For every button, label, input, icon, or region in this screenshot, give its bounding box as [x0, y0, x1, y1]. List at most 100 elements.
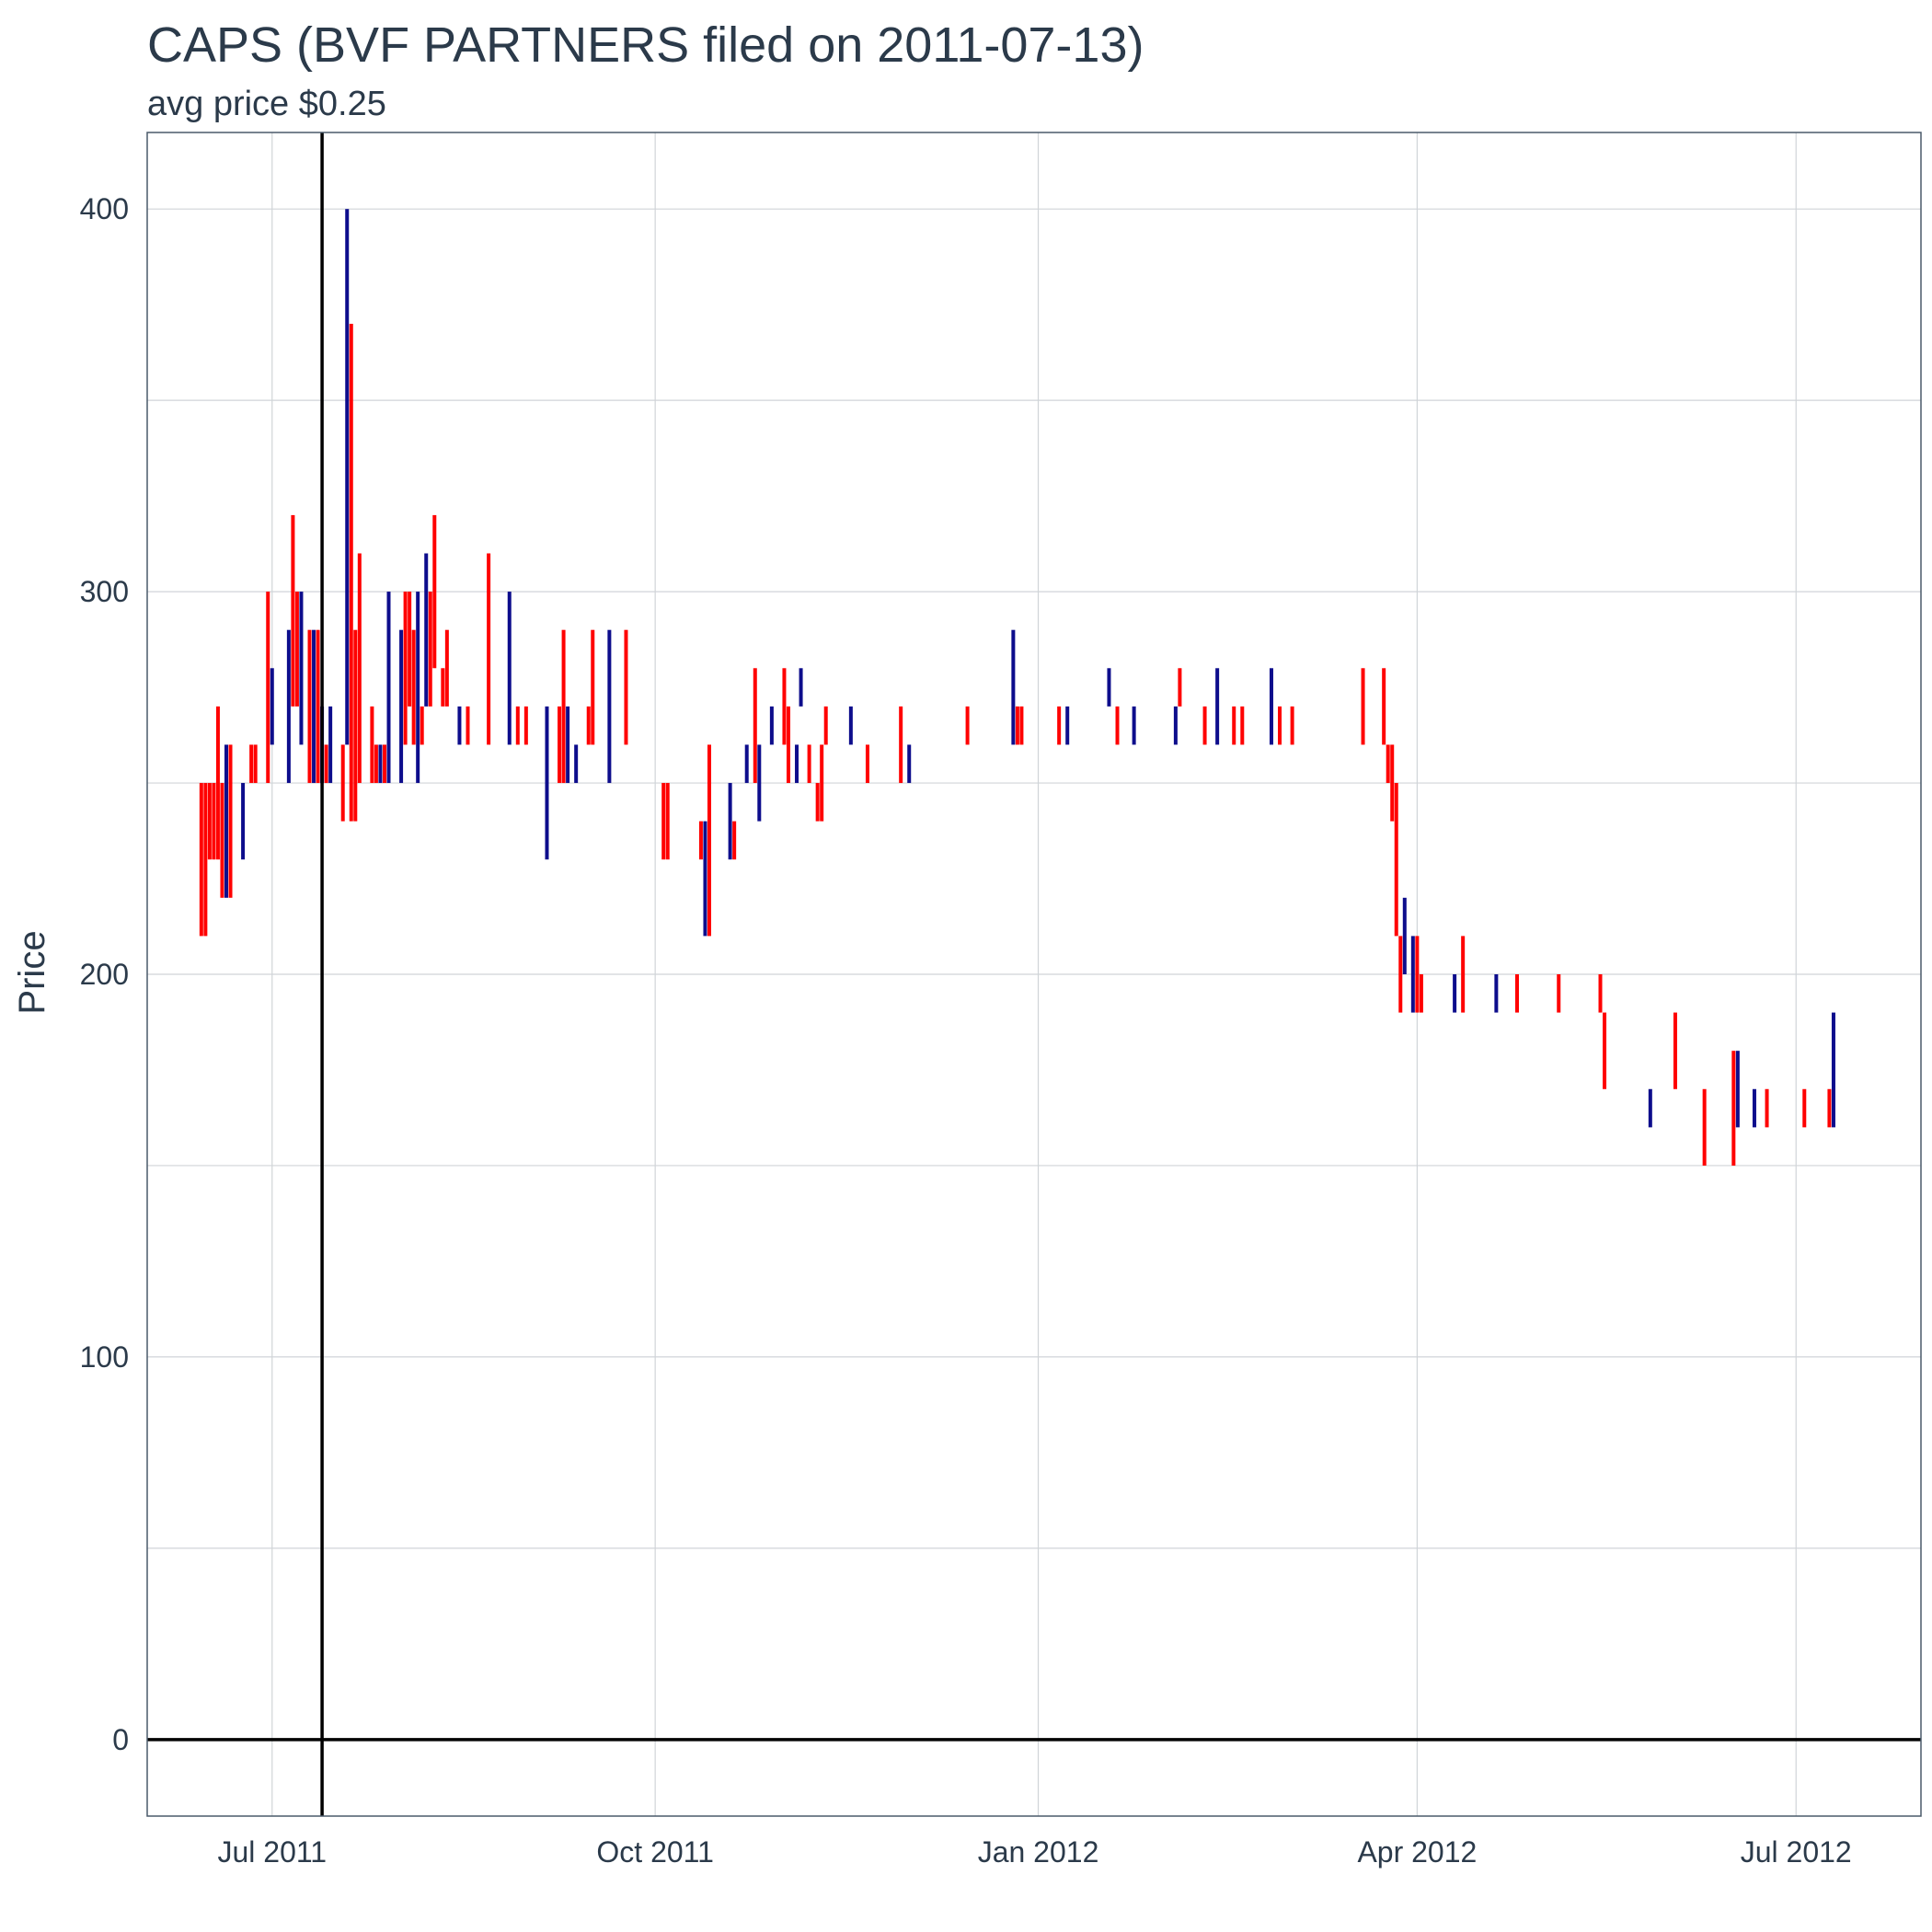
price-bar-down	[1598, 974, 1603, 1013]
price-bar-down	[1398, 936, 1403, 1013]
price-bar-down	[820, 744, 824, 822]
price-bar-down	[411, 629, 416, 745]
chart-subtitle: avg price $0.25	[147, 85, 386, 123]
price-bar-down	[665, 783, 670, 860]
price-bar-up	[1831, 1012, 1835, 1128]
price-bar-up	[1107, 668, 1111, 707]
price-bar-up	[286, 629, 291, 784]
price-bar-down	[1290, 706, 1294, 745]
price-bar-down	[357, 553, 362, 784]
price-bar-down	[707, 744, 711, 937]
price-bar-down	[249, 744, 254, 784]
price-bar-down	[1019, 706, 1024, 745]
price-bar-up	[1735, 1051, 1740, 1128]
price-bar-down	[899, 706, 903, 784]
price-bar-down	[815, 783, 820, 822]
price-bar-up	[1494, 974, 1499, 1013]
price-bar-up	[795, 744, 799, 784]
price-bar-down	[523, 706, 528, 745]
price-bar-down	[353, 629, 358, 822]
price-bar-down	[228, 744, 233, 898]
price-bars	[199, 209, 1835, 1166]
price-bar-up	[607, 629, 612, 784]
price-bar-down	[307, 629, 312, 784]
price-bar-down	[1240, 706, 1245, 745]
price-bar-down	[732, 821, 737, 860]
price-bar-up	[1410, 936, 1415, 1013]
price-bar-up	[728, 783, 732, 860]
y-tick-label: 0	[112, 1723, 129, 1756]
price-bar-down	[370, 706, 374, 784]
price-bar-down	[316, 629, 320, 784]
price-bar-down	[561, 629, 566, 784]
price-bar-down	[266, 592, 270, 784]
price-bar-down	[212, 783, 216, 860]
price-bar-down	[291, 514, 295, 707]
price-bar-up	[1173, 706, 1178, 745]
price-bar-down	[487, 553, 491, 745]
price-bar-down	[1765, 1088, 1769, 1128]
price-bar-down	[515, 706, 520, 745]
price-bar-down	[220, 783, 224, 898]
price-bar-up	[507, 592, 512, 745]
price-bar-down	[965, 706, 970, 745]
price-bar-up	[1269, 668, 1273, 745]
price-bar-up	[1215, 668, 1220, 745]
price-bar-down	[1731, 1051, 1736, 1166]
x-tick-label: Jul 2012	[1741, 1835, 1852, 1869]
price-bar-down	[1603, 1012, 1607, 1089]
price-bar-down	[753, 668, 757, 784]
price-bar-up	[345, 209, 350, 745]
price-bar-down	[1557, 974, 1561, 1013]
price-bar-down	[408, 592, 412, 707]
price-bar-up	[1648, 1088, 1652, 1128]
price-bar-down	[591, 629, 595, 745]
plot-frame	[146, 132, 1922, 1817]
price-bar-up	[744, 744, 749, 784]
price-bar-up	[328, 706, 333, 784]
price-bar-down	[1394, 783, 1398, 937]
price-bar-up	[1402, 897, 1407, 974]
price-bar-down	[1115, 706, 1120, 745]
price-bar-up	[907, 744, 912, 784]
price-bar-down	[207, 783, 212, 860]
price-bar-down	[199, 783, 203, 937]
price-bar-down	[444, 629, 449, 707]
price-bar-down	[661, 783, 666, 860]
price-bar-down	[340, 744, 345, 822]
price-bar-up	[848, 706, 853, 745]
price-bar-down	[786, 706, 790, 784]
price-bar-down	[1232, 706, 1236, 745]
x-axis-ticks: Jul 2011 Oct 2011 Jan 2012 Apr 2012 Jul 2012	[217, 1835, 1851, 1869]
price-bar-down	[1278, 706, 1282, 745]
price-bar-down	[1673, 1012, 1677, 1089]
price-bar-up	[224, 744, 228, 898]
price-bar-up	[769, 706, 774, 745]
y-axis-title: Price	[12, 930, 52, 1014]
price-bar-up	[299, 592, 304, 745]
price-bar-down	[1415, 936, 1420, 1013]
price-bar-up	[1752, 1088, 1756, 1128]
price-bar-up	[457, 706, 462, 745]
price-bar-up	[424, 553, 429, 707]
price-bar-down	[1461, 936, 1466, 1013]
price-bar-down	[432, 514, 437, 669]
x-tick-label: Jan 2012	[978, 1835, 1099, 1869]
price-bar-down	[382, 744, 386, 784]
y-axis-ticks: 0 100 200 300 400	[80, 192, 129, 1756]
price-bar-down	[1202, 706, 1207, 745]
price-bar-down	[807, 744, 811, 784]
price-bar-down	[294, 592, 299, 707]
price-bar-down	[253, 744, 258, 784]
price-bar-down	[1382, 668, 1386, 745]
price-bar-down	[1514, 974, 1519, 1013]
price-bar-up	[399, 629, 404, 784]
price-bar-down	[215, 706, 220, 860]
price-bar-up	[241, 783, 246, 860]
price-bar-down	[624, 629, 628, 745]
x-tick-label: Jul 2011	[217, 1835, 327, 1869]
price-bar-down	[324, 744, 328, 784]
price-bar-down	[558, 706, 562, 784]
price-bar-up	[545, 706, 549, 860]
price-bar-up	[574, 744, 579, 784]
